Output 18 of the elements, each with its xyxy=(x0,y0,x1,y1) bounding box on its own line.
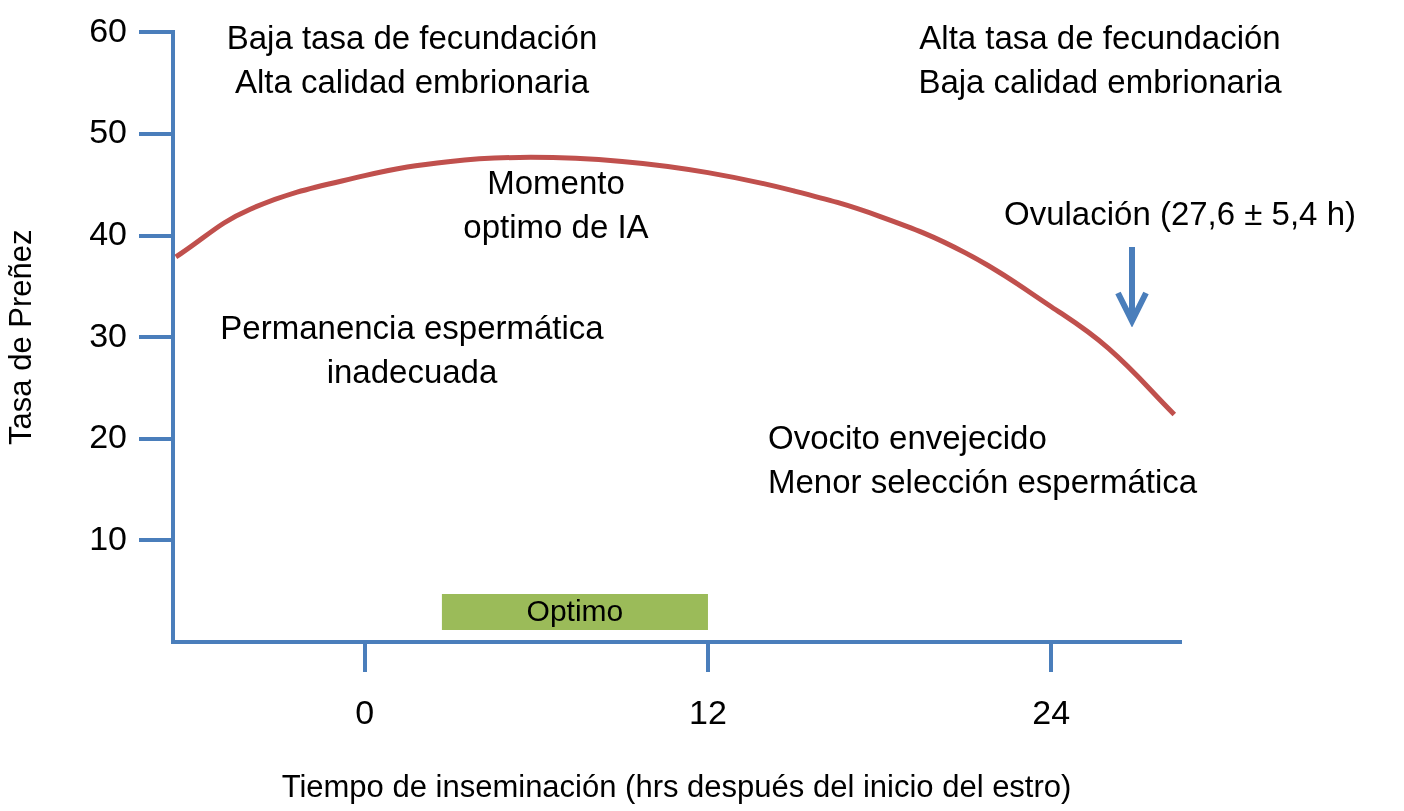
annotation: Ovulación (27,6 ± 5,4 h) xyxy=(1004,195,1356,233)
x-axis-title: Tiempo de inseminación (hrs después del inicio del estro) xyxy=(281,768,1072,804)
x-tick-label: 24 xyxy=(1032,692,1071,731)
annotation: Alta tasa de fecundación Baja calidad embrionaria xyxy=(918,19,1283,101)
annotation: Baja tasa de fecundación Alta calidad embrionaria xyxy=(226,19,598,101)
annotation: Permanencia espermática inadecuada xyxy=(220,309,605,391)
band-label: Optimo xyxy=(526,594,624,628)
annotation: Ovocito envejecido Menor selección espermática xyxy=(768,419,1198,501)
y-tick-label: 50 xyxy=(89,112,127,151)
x-tick-label: 12 xyxy=(689,692,727,731)
x-tick-label: 0 xyxy=(355,692,375,731)
y-tick-label: 30 xyxy=(89,315,127,354)
y-tick-label: 10 xyxy=(89,518,127,557)
annotation: Momento optimo de IA xyxy=(463,164,649,246)
y-tick-label: 40 xyxy=(89,213,127,252)
y-tick-label: 20 xyxy=(89,417,127,456)
y-axis-title: Tasa de Preñez xyxy=(3,229,39,445)
y-tick-label: 60 xyxy=(89,10,127,49)
